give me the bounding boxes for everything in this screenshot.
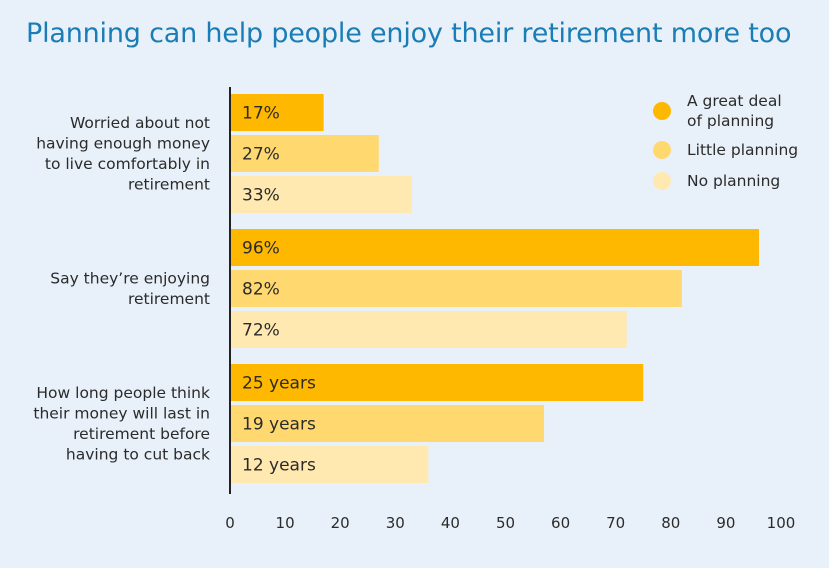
bar-2-3 bbox=[230, 311, 627, 348]
chart-title: Planning can help people enjoy their ret… bbox=[26, 18, 792, 49]
bar-3-3 bbox=[230, 446, 429, 483]
bar-3-2 bbox=[230, 405, 545, 442]
bar-value-label: 19 years bbox=[242, 415, 316, 435]
category-labels: Worried about not having enough money to l… bbox=[33, 114, 210, 464]
category-label-1: Worried about not having enough money to l… bbox=[36, 114, 210, 194]
legend-marker-3 bbox=[653, 172, 671, 190]
bar-1-1 bbox=[230, 94, 324, 131]
x-tick-label: 60 bbox=[551, 514, 570, 532]
bar-value-label: 12 years bbox=[242, 456, 316, 476]
x-axis-ticks: 0 10 20 30 40 50 60 70 80 90 100 bbox=[225, 514, 795, 532]
x-tick-label: 90 bbox=[716, 514, 735, 532]
x-tick-label: 10 bbox=[276, 514, 295, 532]
legend-label-1: A great deal of planning bbox=[687, 92, 782, 130]
category-label-2: Say they’re enjoying retirement bbox=[50, 269, 210, 308]
bar-value-label: 82% bbox=[242, 280, 280, 300]
bar-3-1 bbox=[230, 364, 644, 401]
bar-value-label: 25 years bbox=[242, 374, 316, 394]
bar-value-label: 27% bbox=[242, 145, 280, 165]
bar-1-2 bbox=[230, 135, 379, 172]
bar-2-1 bbox=[230, 229, 759, 266]
legend-label-2: Little planning bbox=[687, 141, 798, 159]
bar-value-label: 33% bbox=[242, 186, 280, 206]
bars-group: 17% 27% 33% 96% 82% 72% 25 years 19 years 12 yea… bbox=[230, 94, 759, 483]
bar-2-2 bbox=[230, 270, 682, 307]
x-tick-label: 50 bbox=[496, 514, 515, 532]
x-tick-label: 0 bbox=[225, 514, 235, 532]
legend-label-3: No planning bbox=[687, 172, 780, 190]
bar-value-label: 17% bbox=[242, 104, 280, 124]
x-tick-label: 40 bbox=[441, 514, 460, 532]
bar-value-label: 96% bbox=[242, 239, 280, 259]
x-tick-label: 70 bbox=[606, 514, 625, 532]
x-tick-label: 100 bbox=[767, 514, 796, 532]
x-tick-label: 80 bbox=[661, 514, 680, 532]
legend-marker-2 bbox=[653, 141, 671, 159]
legend: A great deal of planning Little planning No… bbox=[653, 92, 798, 190]
bar-value-label: 72% bbox=[242, 321, 280, 341]
legend-marker-1 bbox=[653, 102, 671, 120]
bar-1-3 bbox=[230, 176, 412, 213]
x-tick-label: 30 bbox=[386, 514, 405, 532]
x-tick-label: 20 bbox=[331, 514, 350, 532]
category-label-3: How long people think their money will la… bbox=[33, 384, 210, 464]
